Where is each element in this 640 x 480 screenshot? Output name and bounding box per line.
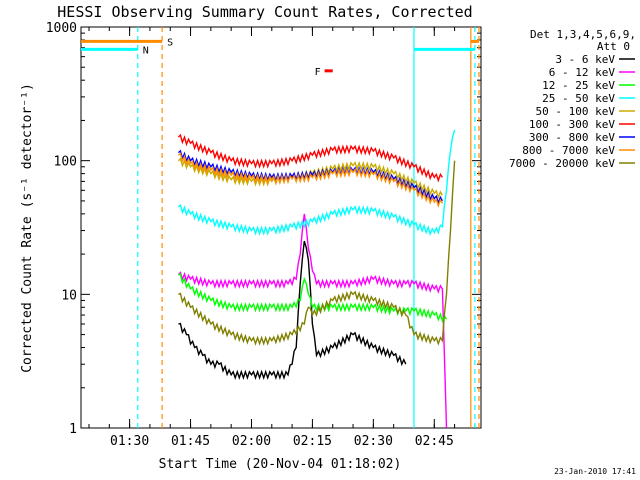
- y-tick-label: 10: [61, 288, 77, 303]
- x-tick-label: 01:30: [110, 434, 149, 449]
- state-label-2: F: [315, 67, 321, 78]
- legend-entry-label: 300 - 800 keV: [529, 131, 615, 144]
- plot-area: 1 10 100 1000 01:30 01:45 02:00 02:15 02:30 02:45…: [46, 21, 482, 449]
- legend-entry-label: 7000 - 20000 keV: [509, 157, 615, 170]
- legend-entry-label: 3 - 6 keV: [555, 53, 615, 66]
- chart-title: HESSI Observing Summary Count Rates, Cor…: [57, 3, 472, 21]
- series-line-3: [177, 129, 456, 237]
- x-tick-label: 02:30: [354, 434, 393, 449]
- legend-entry-label: 100 - 300 keV: [529, 118, 615, 131]
- legend-entry-label: 50 - 100 keV: [536, 105, 616, 118]
- data-layer: N S F: [81, 27, 480, 428]
- series-line-6: [177, 149, 444, 205]
- plot-frame: [80, 26, 482, 429]
- series-line-1: [177, 213, 448, 428]
- series-line-4: [177, 157, 444, 200]
- legend-header: Det 1,3,4,5,6,9,: [530, 28, 636, 41]
- x-tick-label: 01:45: [171, 434, 210, 449]
- x-tick-label: 02:00: [232, 434, 271, 449]
- legend-entry-label: 25 - 50 keV: [542, 92, 615, 105]
- series-line-0: [178, 240, 407, 381]
- legend-subheader: Att 0: [597, 40, 630, 53]
- x-tick-label: 02:15: [293, 434, 332, 449]
- legend-entry-label: 6 - 12 keV: [549, 66, 616, 79]
- y-tick-label: 100: [54, 155, 77, 170]
- series-line-5: [177, 133, 443, 183]
- y-tick-label: 1000: [46, 21, 77, 36]
- x-axis-label: Start Time (20-Nov-04 01:18:02): [159, 457, 402, 472]
- series-line-8: [178, 160, 456, 346]
- footer-date: 23-Jan-2010 17:41: [554, 467, 636, 476]
- state-label-0: N: [143, 45, 149, 56]
- x-tick-label: 02:45: [415, 434, 454, 449]
- y-axis-label: Corrected Count Rate (s⁻¹ detector⁻¹): [20, 83, 35, 373]
- state-label-1: S: [167, 37, 173, 48]
- series-line-7: [177, 152, 443, 208]
- y-tick-label: 1: [69, 422, 77, 437]
- legend-entry-label: 12 - 25 keV: [542, 79, 615, 92]
- legend-entry-label: 800 - 7000 keV: [522, 144, 615, 157]
